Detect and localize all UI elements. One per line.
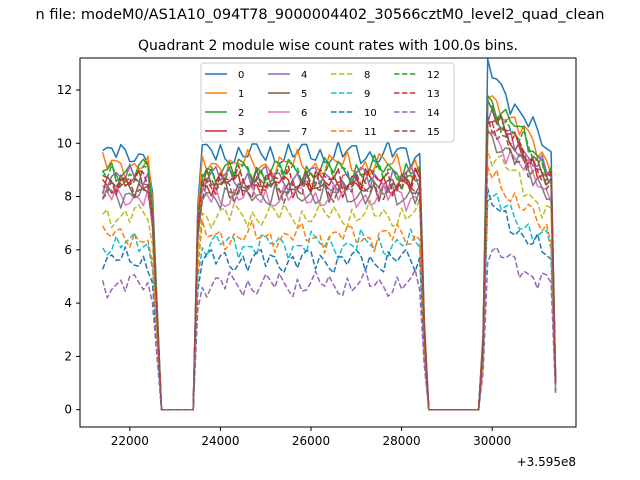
x-offset-label: +3.595e8 bbox=[517, 455, 576, 469]
x-tick-label: 22000 bbox=[111, 434, 149, 448]
x-tick-label: 26000 bbox=[292, 434, 330, 448]
legend-label: 0 bbox=[238, 70, 244, 81]
legend-label: 5 bbox=[301, 89, 307, 100]
legend-label: 13 bbox=[427, 89, 440, 100]
legend-label: 14 bbox=[427, 108, 440, 119]
series-line-13 bbox=[102, 116, 557, 411]
y-tick-label: 2 bbox=[64, 349, 72, 363]
legend-label: 10 bbox=[364, 108, 377, 119]
legend-label: 11 bbox=[364, 127, 377, 138]
legend-frame bbox=[200, 62, 455, 143]
y-tick-label: 6 bbox=[64, 243, 72, 257]
y-tick-label: 10 bbox=[57, 136, 72, 150]
legend-label: 4 bbox=[301, 70, 307, 81]
legend-label: 1 bbox=[238, 89, 244, 100]
legend-label: 9 bbox=[364, 89, 370, 100]
figure-suptitle: n file: modeM0/AS1A10_094T78_9000004402_… bbox=[36, 7, 605, 23]
x-tick-label: 24000 bbox=[201, 434, 239, 448]
y-tick-label: 8 bbox=[64, 190, 72, 204]
legend-label: 15 bbox=[427, 127, 440, 138]
axes-frame bbox=[79, 57, 577, 428]
legend-label: 2 bbox=[238, 108, 244, 119]
plot-area bbox=[101, 58, 557, 411]
legend-label: 8 bbox=[364, 70, 370, 81]
legend-label: 12 bbox=[427, 70, 440, 81]
chart-title: Quadrant 2 module wise count rates with … bbox=[138, 38, 518, 54]
legend-label: 6 bbox=[301, 108, 307, 119]
x-tick-label: 30000 bbox=[473, 434, 511, 448]
y-tick-label: 0 bbox=[64, 403, 72, 417]
y-tick-label: 4 bbox=[64, 296, 72, 310]
x-tick-label: 28000 bbox=[383, 434, 421, 448]
y-tick-label: 12 bbox=[57, 83, 72, 97]
legend-label: 7 bbox=[301, 127, 307, 138]
legend-label: 3 bbox=[238, 127, 244, 138]
series-line-15 bbox=[101, 121, 557, 411]
